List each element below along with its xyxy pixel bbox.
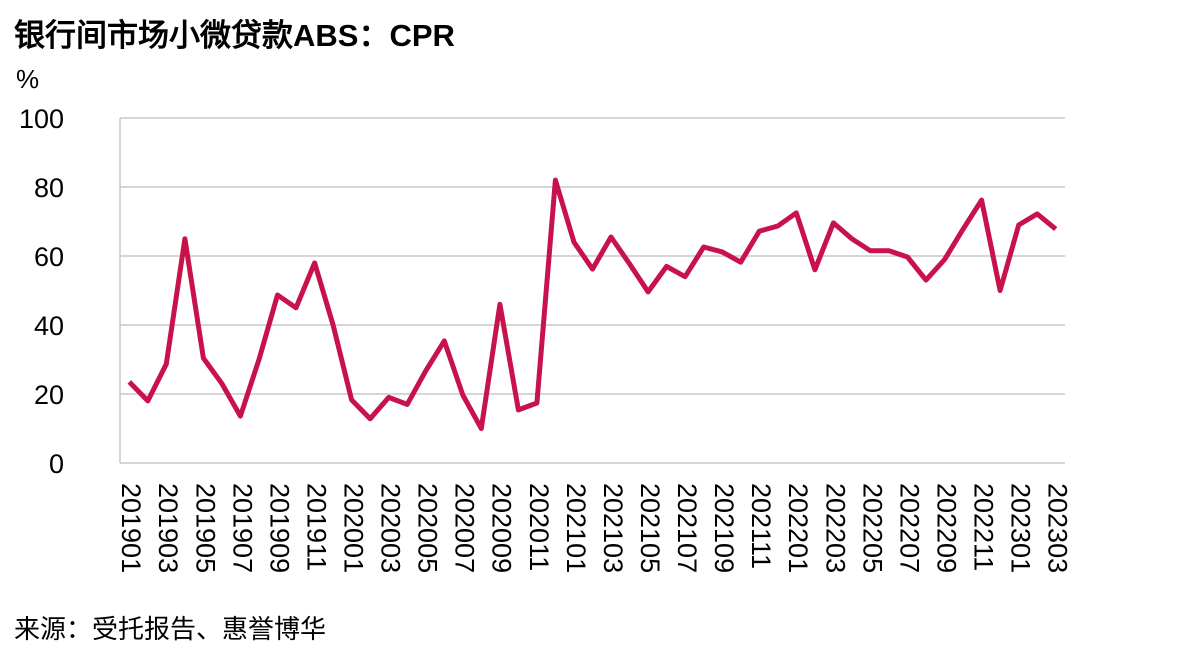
x-tick-label: 202203 (820, 483, 850, 573)
x-tick-label: 202009 (487, 483, 517, 573)
y-tick-label: 80 (34, 173, 64, 203)
x-tick-label: 202105 (635, 483, 665, 573)
source: 来源：受托报告、惠誉博华 (14, 614, 326, 644)
x-tick-label: 202107 (672, 483, 702, 573)
x-tick-label: 201901 (116, 483, 146, 573)
y-tick-label: 0 (49, 449, 64, 479)
x-tick-label: 202005 (413, 483, 443, 573)
y-unit: % (16, 64, 39, 94)
x-tick-label: 202301 (1006, 483, 1036, 573)
x-tick-label: 202011 (524, 483, 554, 571)
x-tick-label: 202211 (968, 483, 998, 571)
x-tick-label: 202109 (709, 483, 739, 573)
x-tick-label: 202007 (450, 483, 480, 573)
x-tick-label: 201911 (301, 483, 331, 571)
x-tick-label: 202101 (561, 483, 591, 573)
x-tick-label: 201903 (153, 483, 183, 573)
y-tick-label: 100 (19, 104, 64, 134)
x-tick-label: 202003 (376, 483, 406, 573)
x-tick-label: 202303 (1043, 483, 1073, 573)
series-line (127, 177, 1058, 431)
y-tick-label: 40 (34, 311, 64, 341)
x-tick-label: 201907 (227, 483, 257, 573)
chart-title: 银行间市场小微贷款ABS：CPR (14, 18, 455, 53)
x-tick-label: 202205 (857, 483, 887, 573)
x-tick-label: 201909 (264, 483, 294, 573)
y-tick-label: 60 (34, 242, 64, 272)
x-tick-label: 202001 (338, 483, 368, 573)
x-tick-label: 202111 (746, 483, 776, 569)
x-tick-label: 202103 (598, 483, 628, 573)
x-tick-label: 201905 (190, 483, 220, 573)
y-tick-label: 20 (34, 380, 64, 410)
x-tick-label: 202201 (783, 483, 813, 573)
x-tick-label: 202209 (931, 483, 961, 573)
x-tick-label: 202207 (894, 483, 924, 573)
